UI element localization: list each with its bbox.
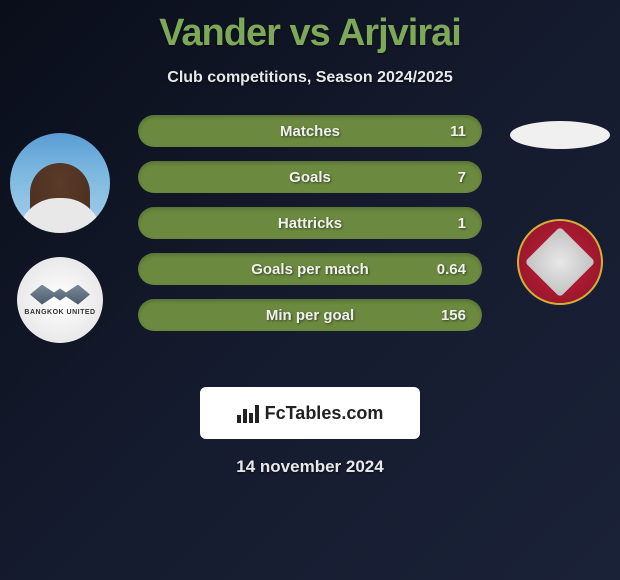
stat-value: 0.64 [437, 261, 466, 278]
stat-value: 156 [441, 307, 466, 324]
player-left-avatar [10, 133, 110, 233]
stat-bar-matches: Matches 11 [138, 115, 482, 147]
player-left-column: BANGKOK UNITED [10, 133, 110, 343]
club-left-logo: BANGKOK UNITED [17, 257, 103, 343]
stat-value: 1 [458, 215, 466, 232]
stat-bar-goals-per-match: Goals per match 0.64 [138, 253, 482, 285]
stat-label: Hattricks [278, 215, 342, 232]
stats-bars: Matches 11 Goals 7 Hattricks 1 Goals per… [138, 115, 482, 345]
date-label: 14 november 2024 [0, 457, 620, 477]
stat-value: 11 [450, 123, 466, 140]
page-title: Vander vs Arjvirai [0, 0, 620, 55]
page-subtitle: Club competitions, Season 2024/2025 [0, 69, 620, 87]
stat-label: Goals per match [251, 261, 369, 278]
stat-bar-hattricks: Hattricks 1 [138, 207, 482, 239]
stat-label: Min per goal [266, 307, 354, 324]
club-right-shield-icon [525, 227, 596, 298]
comparison-area: BANGKOK UNITED Matches 11 Goals 7 Hattri… [0, 115, 620, 375]
stat-label: Goals [289, 169, 331, 186]
stat-label: Matches [280, 123, 340, 140]
club-left-text: BANGKOK UNITED [24, 309, 95, 316]
club-right-logo [517, 219, 603, 305]
branding-box[interactable]: FcTables.com [200, 387, 420, 439]
player-right-column [510, 121, 610, 305]
branding-text: FcTables.com [265, 403, 384, 424]
chart-icon [237, 403, 259, 423]
stat-bar-min-per-goal: Min per goal 156 [138, 299, 482, 331]
stat-bar-goals: Goals 7 [138, 161, 482, 193]
club-left-wing-icon [30, 285, 90, 305]
player-right-avatar [510, 121, 610, 149]
stat-value: 7 [458, 169, 466, 186]
